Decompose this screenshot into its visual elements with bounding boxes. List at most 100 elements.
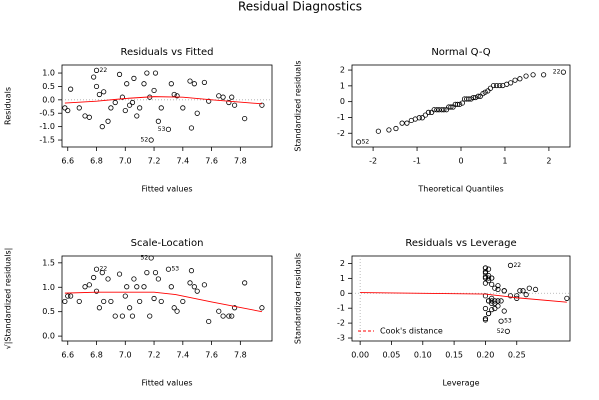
point	[201, 79, 207, 86]
point	[431, 107, 437, 113]
point	[188, 125, 195, 131]
point	[259, 102, 265, 108]
point	[470, 94, 476, 101]
point	[65, 107, 71, 114]
point-label: 22	[513, 262, 521, 269]
point	[482, 274, 489, 280]
point	[482, 305, 489, 312]
x-tick-label: 6.6	[61, 157, 74, 166]
point	[439, 107, 445, 113]
point	[152, 270, 159, 276]
point	[168, 284, 174, 290]
point	[99, 124, 105, 130]
point	[93, 266, 100, 272]
panel-title: Residuals vs Fitted	[120, 47, 213, 58]
point	[504, 328, 510, 334]
y-tick-label: 2	[340, 66, 345, 75]
x-tick-label: 1	[502, 157, 507, 166]
point	[495, 286, 501, 293]
point	[494, 82, 500, 89]
x-tick-label: 0.15	[445, 351, 463, 360]
point-label: 22	[100, 67, 108, 74]
y-tick-label: 0	[340, 289, 345, 298]
point	[492, 298, 498, 304]
point	[220, 313, 226, 319]
point	[174, 93, 180, 99]
y-tick-label: 0	[340, 97, 345, 106]
point	[495, 298, 501, 304]
y-tick-label: 0.5	[42, 82, 55, 91]
x-tick-label: 7.6	[205, 157, 218, 166]
point	[489, 275, 495, 281]
x-tick-label: 7.8	[234, 351, 247, 360]
point	[517, 288, 523, 294]
x-tick-label: 6.8	[90, 157, 103, 166]
point	[141, 284, 147, 290]
point	[495, 283, 501, 289]
point-label: 53	[171, 266, 179, 273]
x-axis-label: Leverage	[442, 379, 479, 388]
y-tick-label: -0.5	[39, 109, 55, 118]
point	[523, 292, 529, 298]
point	[134, 284, 140, 290]
x-axis-label: Theoretical Quantiles	[417, 185, 503, 194]
x-tick-label: 6.6	[61, 351, 74, 360]
y-tick-label: 1.0	[42, 283, 55, 292]
point-label: 53	[158, 126, 166, 133]
point	[498, 318, 504, 324]
point	[501, 308, 507, 314]
y-tick-label: -1	[337, 113, 345, 122]
point	[96, 91, 102, 98]
point	[485, 275, 492, 281]
point	[152, 70, 159, 76]
point	[487, 85, 494, 91]
point	[127, 305, 133, 311]
y-tick-label: 0.0	[42, 95, 55, 104]
point	[226, 99, 232, 106]
point	[119, 313, 126, 319]
point	[148, 137, 154, 143]
point	[116, 71, 123, 77]
point	[180, 105, 186, 111]
point	[168, 81, 174, 87]
x-axis-label: Fitted values	[141, 185, 192, 194]
point	[116, 271, 123, 277]
point	[91, 274, 97, 281]
point	[459, 100, 465, 106]
point	[501, 288, 507, 294]
point	[232, 305, 238, 311]
y-tick-label: -2	[337, 319, 345, 328]
x-tick-label: 2	[546, 157, 551, 166]
point	[108, 105, 114, 111]
point	[68, 293, 74, 299]
x-tick-label: 0	[458, 157, 463, 166]
point-label: 53	[504, 318, 512, 325]
y-axis-label: Residuals	[4, 87, 13, 125]
point	[188, 268, 195, 274]
point	[76, 298, 82, 305]
point-label: 22	[553, 69, 561, 76]
y-tick-label: 0.5	[42, 307, 55, 316]
point-label: 52	[497, 328, 505, 335]
point	[216, 308, 222, 314]
x-tick-label: 7.4	[176, 351, 189, 360]
point	[498, 298, 504, 304]
point	[526, 285, 532, 291]
point	[485, 272, 492, 279]
point	[122, 293, 128, 299]
point	[62, 298, 68, 305]
point	[131, 75, 137, 81]
x-tick-label: 6.8	[90, 351, 103, 360]
point	[127, 102, 133, 108]
y-tick-label: -1.0	[39, 122, 55, 131]
point	[99, 270, 105, 276]
point	[485, 278, 492, 284]
point	[477, 93, 483, 99]
point	[206, 318, 212, 325]
x-tick-label: 0.05	[383, 351, 401, 360]
x-tick-label: 7.0	[119, 351, 132, 360]
point	[492, 300, 498, 307]
point	[232, 102, 238, 108]
x-tick-label: -2	[369, 157, 377, 166]
point	[492, 305, 498, 312]
